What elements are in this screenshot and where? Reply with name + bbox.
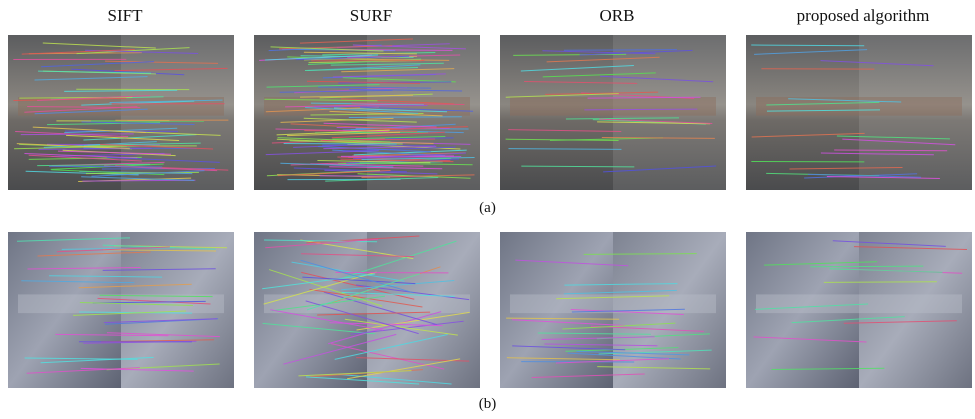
- column-title: SIFT: [8, 6, 242, 26]
- column-title: ORB: [500, 6, 734, 26]
- match-line: [584, 109, 697, 110]
- match-line: [284, 144, 397, 145]
- column-title: proposed algorithm: [746, 6, 975, 26]
- column-title: SURF: [254, 6, 488, 26]
- match-line: [564, 50, 677, 51]
- match-line: [521, 166, 634, 167]
- match-line: [824, 282, 937, 283]
- match-line: [810, 266, 923, 267]
- image-texture: [510, 97, 716, 116]
- image-texture: [756, 97, 962, 116]
- image-texture: [756, 294, 962, 313]
- row-label: (b): [0, 396, 975, 413]
- image-texture: [264, 294, 470, 313]
- row-label: (a): [0, 200, 975, 217]
- match-line: [49, 166, 162, 167]
- match-line: [349, 117, 462, 118]
- figure: SIFT SURF ORB proposed algorithm (a) (b): [0, 0, 975, 419]
